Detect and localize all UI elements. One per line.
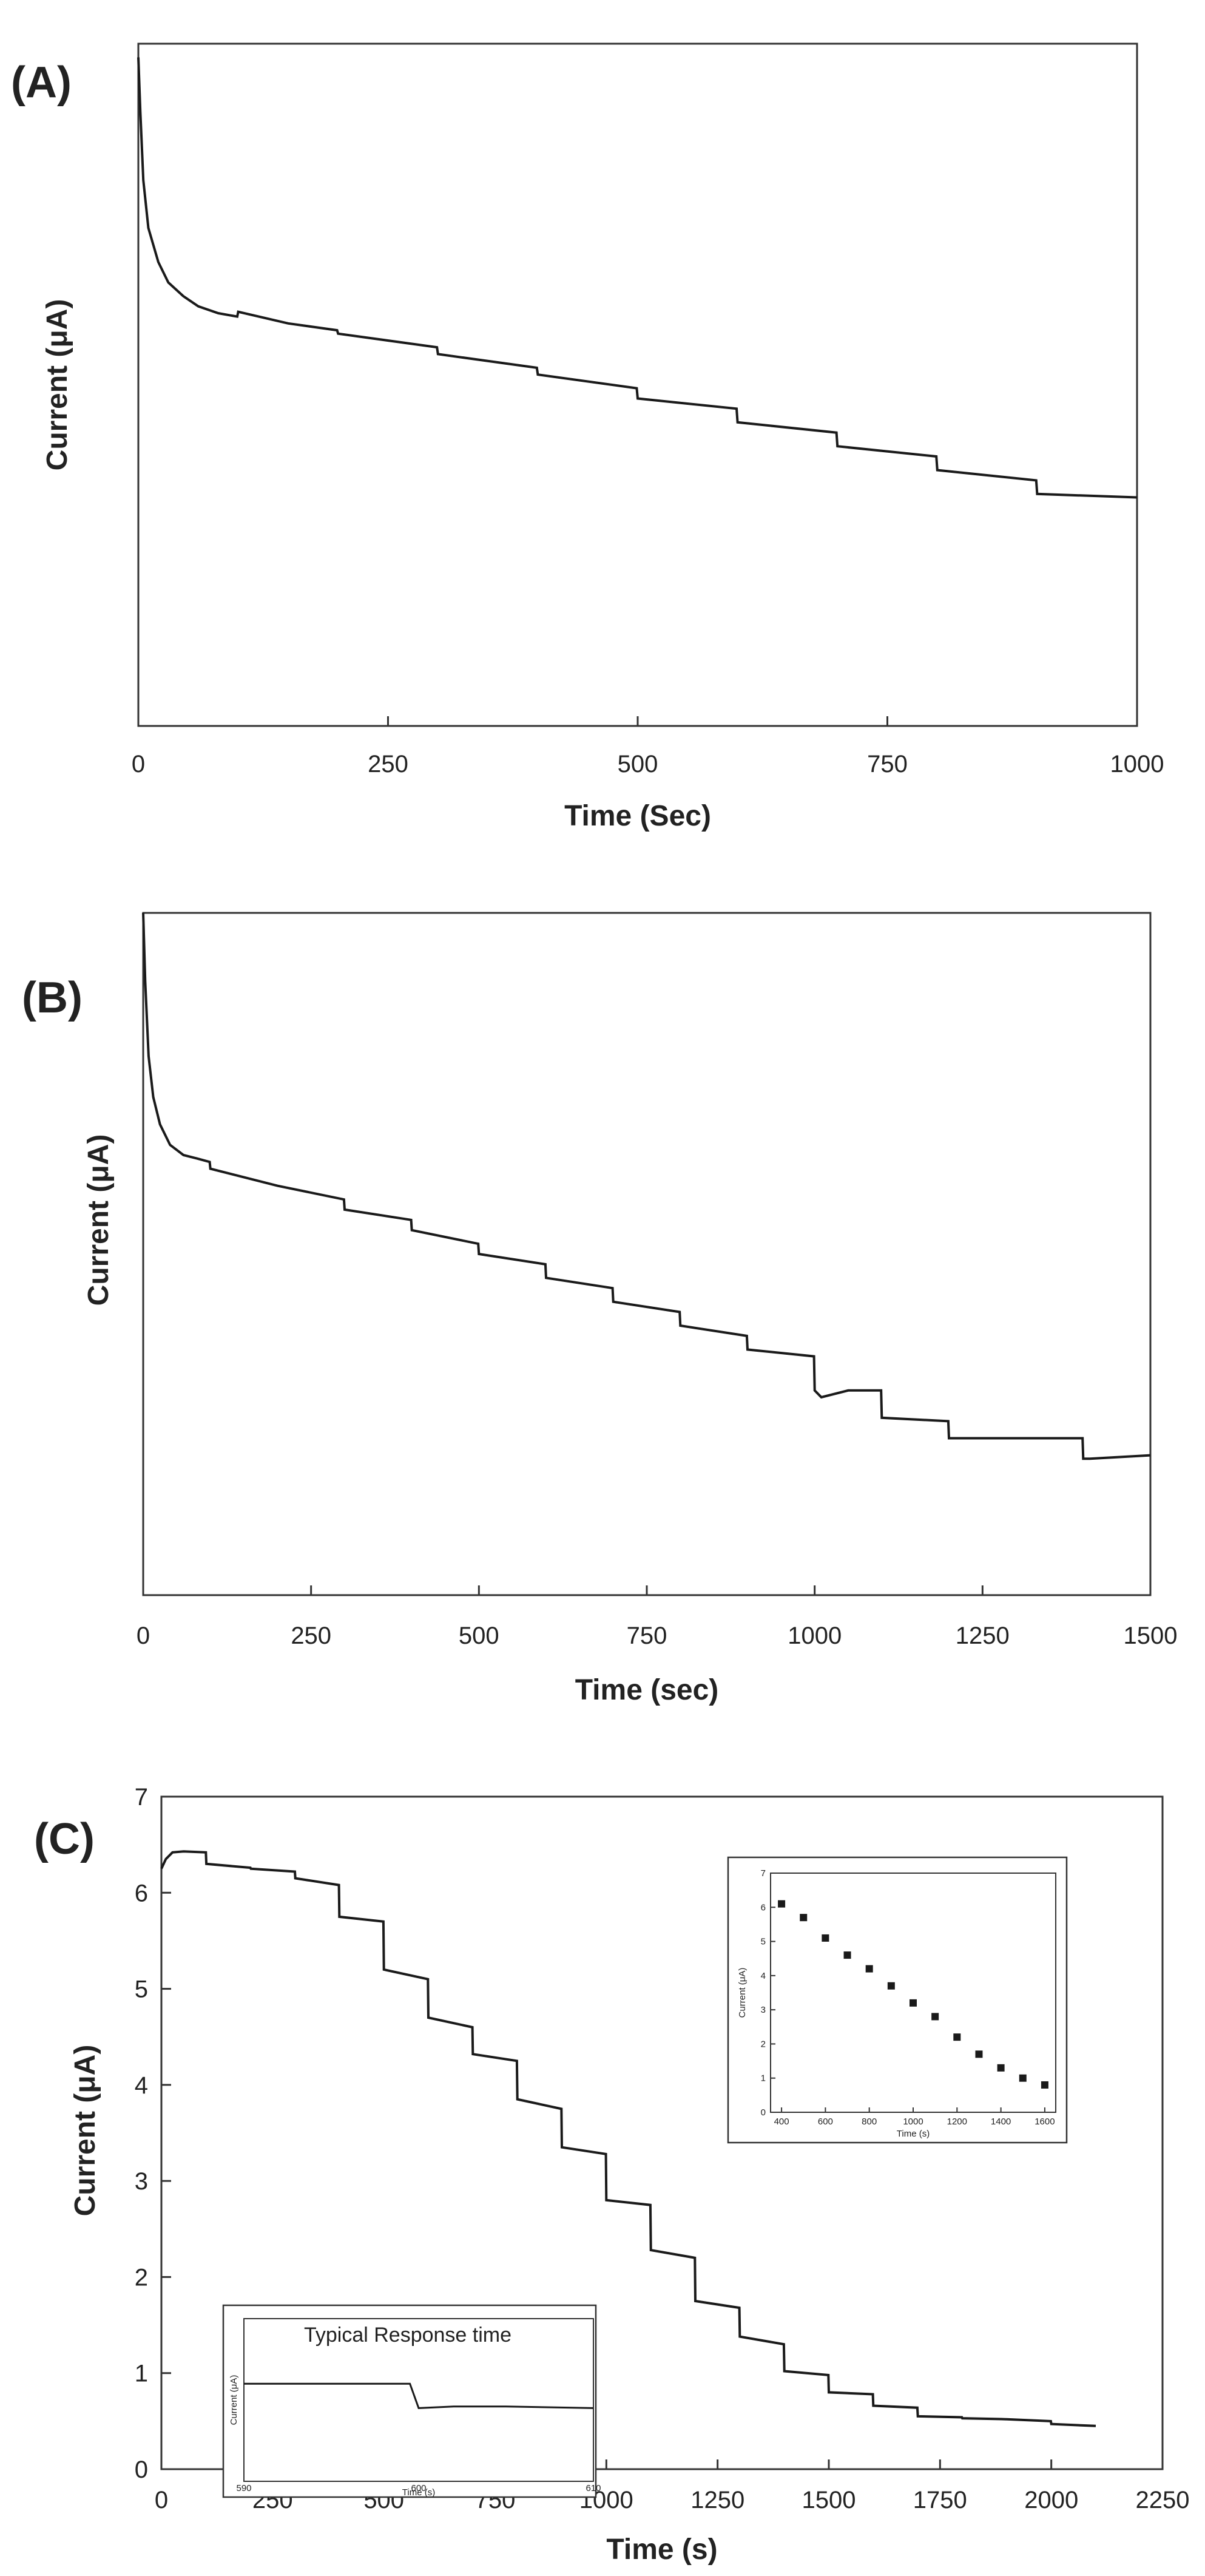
- panel-a-xtick-label: 500: [618, 751, 658, 778]
- panel-c-xtick-label: 1500: [802, 2487, 856, 2513]
- panel-b-frame: [142, 912, 1152, 1596]
- inset-calibration-points: [778, 1900, 1048, 2089]
- panel-c-ytick-label: 3: [135, 2168, 148, 2195]
- panel-c-ytick-label: 4: [135, 2072, 148, 2099]
- inset-calibration-ticks: [771, 1873, 1045, 2113]
- inset-response-trace: [244, 2382, 594, 2409]
- panel-c-ytick-label: 7: [135, 1784, 148, 1811]
- inset-calibration-point: [910, 1999, 917, 2007]
- inset-calibration-xtick: 1200: [947, 2117, 967, 2127]
- panel-b-current-trace: [142, 912, 1151, 1460]
- inset-calibration-point: [822, 1934, 829, 1942]
- inset-calibration: 400 600 800 1000 1200 1400 1600 0 1 2 3 …: [727, 1856, 1068, 2144]
- inset-calibration-ytick: 2: [761, 2039, 766, 2049]
- panel-a: (A) 0 250 500 750 1000 Time (Sec) Curren…: [11, 42, 1164, 832]
- panel-b-x-axis-title: Time (sec): [575, 1674, 719, 1706]
- panel-c-ytick-label: 6: [135, 1880, 148, 1907]
- inset-response-y-title: Current (μA): [229, 2375, 239, 2425]
- inset-calibration-ytick: 3: [761, 2005, 766, 2015]
- panel-a-xtick-label: 250: [368, 751, 408, 778]
- panel-c-xtick-label: 1250: [690, 2487, 744, 2513]
- inset-response-xtick: 610: [586, 2483, 601, 2493]
- inset-calibration-ytick: 6: [761, 1902, 766, 1913]
- panel-a-xtick-label: 1000: [1110, 751, 1164, 778]
- inset-response-x-title: Time (s): [402, 2487, 435, 2498]
- panel-a-label: (A): [11, 58, 72, 107]
- panel-b-x-ticks: [142, 1585, 1152, 1595]
- inset-response-time-title: Typical Response time: [304, 2323, 511, 2347]
- panel-c-y-axis-title: Current (μA): [69, 2045, 101, 2217]
- panel-c-xtick-label: 2000: [1024, 2487, 1078, 2513]
- inset-calibration-xtick: 400: [774, 2117, 789, 2127]
- panel-c: (C) 0 250 500 750 1000 1250 1500 1750 20…: [34, 1784, 1189, 2566]
- inset-calibration-xtick: 800: [862, 2117, 877, 2127]
- inset-calibration-xtick: 1600: [1035, 2117, 1055, 2127]
- inset-calibration-point: [975, 2050, 983, 2058]
- panel-c-ytick-label: 5: [135, 1976, 148, 2003]
- inset-calibration-ytick: 0: [761, 2107, 766, 2118]
- inset-calibration-ytick: 1: [761, 2073, 766, 2084]
- inset-calibration-ytick: 7: [761, 1868, 766, 1879]
- inset-calibration-xtick: 1400: [991, 2117, 1011, 2127]
- panel-b-xtick-label: 250: [291, 1622, 331, 1649]
- inset-response-time: Typical Response time 590 600 610 Time (…: [222, 2304, 601, 2498]
- panel-c-xtick-label: 0: [155, 2487, 168, 2513]
- panel-b-y-axis-title: Current (μA): [83, 1134, 115, 1306]
- panel-a-xtick-label: 0: [132, 751, 145, 778]
- inset-calibration-point: [953, 2033, 961, 2041]
- panel-c-ytick-label: 0: [135, 2456, 148, 2483]
- panel-a-x-axis-title: Time (Sec): [564, 800, 711, 832]
- panel-c-ticks: [160, 1795, 1164, 2470]
- panel-a-xtick-label: 750: [867, 751, 908, 778]
- inset-calibration-point: [1019, 2074, 1027, 2082]
- inset-calibration-point: [800, 1914, 808, 1922]
- panel-c-frame: [160, 1795, 1164, 2470]
- inset-calibration-y-title: Current (μA): [737, 1968, 748, 2018]
- panel-c-xtick-label: 1750: [913, 2487, 967, 2513]
- inset-calibration-point: [997, 2064, 1005, 2072]
- inset-response-xtick: 590: [236, 2483, 251, 2493]
- panel-b-xtick-label: 1000: [788, 1622, 842, 1649]
- inset-calibration-point: [865, 1965, 873, 1973]
- panel-c-current-trace: [160, 1850, 1096, 2427]
- panel-b: (B) 0 250 500 750 1000 1250 1500 Time (s…: [22, 912, 1178, 1706]
- panel-a-x-ticks: [137, 716, 1138, 726]
- panel-c-x-axis-title: Time (s): [606, 2534, 717, 2566]
- inset-response-time-plot: [243, 2318, 594, 2482]
- panel-a-current-trace: [137, 57, 1138, 499]
- panel-b-xtick-label: 500: [459, 1622, 499, 1649]
- inset-response-time-frame: [222, 2304, 597, 2498]
- panel-c-ytick-label: 2: [135, 2264, 148, 2291]
- inset-calibration-point: [843, 1951, 851, 1959]
- panel-b-label: (B): [22, 974, 83, 1022]
- panel-a-y-axis-title: Current (μA): [41, 299, 73, 471]
- inset-calibration-ytick: 5: [761, 1937, 766, 1947]
- panel-c-xtick-label: 2250: [1136, 2487, 1190, 2513]
- inset-response-xtick: 600: [411, 2483, 426, 2493]
- inset-calibration-point: [931, 2013, 939, 2021]
- panel-b-xtick-label: 0: [137, 1622, 150, 1649]
- panel-a-frame: [137, 42, 1138, 727]
- inset-calibration-point: [778, 1900, 786, 1908]
- panel-c-label: (C): [34, 1815, 95, 1863]
- panel-c-ytick-label: 1: [135, 2361, 148, 2387]
- inset-calibration-x-title: Time (s): [897, 2129, 930, 2139]
- panel-b-xtick-label: 1250: [956, 1622, 1010, 1649]
- inset-calibration-ytick: 4: [761, 1971, 766, 1981]
- inset-calibration-xtick: 600: [818, 2117, 833, 2127]
- inset-calibration-frame: [727, 1856, 1068, 2144]
- panel-b-xtick-label: 750: [627, 1622, 667, 1649]
- inset-calibration-point: [1041, 2081, 1048, 2089]
- panel-b-xtick-label: 1500: [1124, 1622, 1178, 1649]
- inset-calibration-point: [887, 1982, 895, 1990]
- inset-calibration-xtick: 1000: [903, 2117, 923, 2127]
